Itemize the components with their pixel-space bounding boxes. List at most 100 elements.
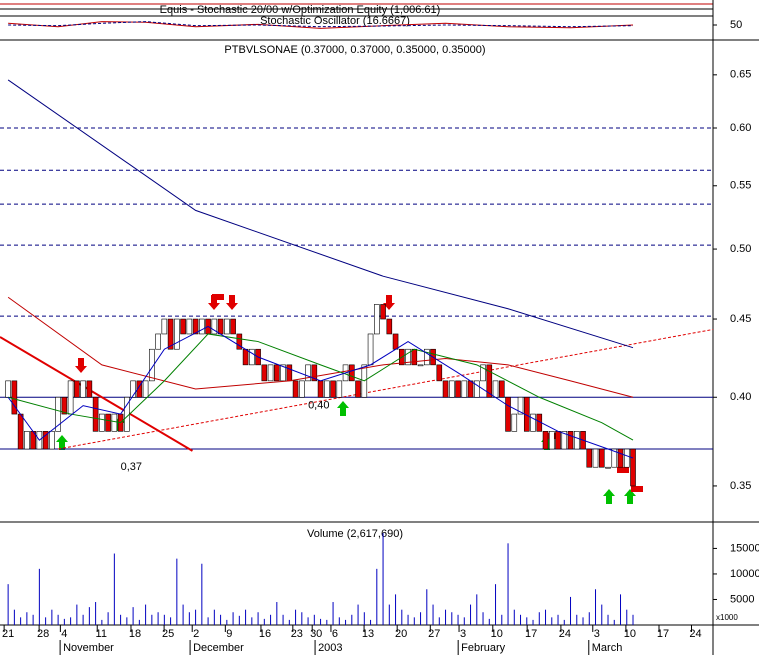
candle — [67, 380, 74, 415]
candle — [86, 380, 93, 398]
candle — [598, 448, 605, 468]
candle — [311, 364, 318, 382]
candle — [299, 380, 305, 398]
x-tick-label: 23 — [291, 628, 303, 640]
x-tick-label: 3 — [460, 628, 466, 640]
moving-average — [7, 296, 634, 398]
candle — [498, 380, 505, 398]
candle — [211, 318, 218, 335]
x-tick-label: 27 — [428, 628, 440, 640]
candle — [161, 318, 168, 335]
candle — [167, 318, 174, 350]
month-label: February — [461, 642, 506, 654]
moving-average — [7, 325, 634, 459]
candle — [530, 413, 536, 432]
candle — [461, 380, 468, 398]
candle — [186, 318, 193, 335]
candle — [236, 333, 243, 350]
month-label: November — [63, 642, 114, 654]
buy-arrow — [603, 489, 615, 504]
candle — [155, 333, 161, 350]
candle — [136, 380, 143, 398]
month-label: 2003 — [318, 642, 342, 654]
candle — [330, 380, 336, 398]
candle — [511, 413, 518, 432]
buy-arrow — [337, 401, 349, 416]
candle — [149, 348, 155, 382]
y-tick-label: 0.60 — [730, 122, 751, 134]
volume-title: Volume (2,617,690) — [307, 528, 403, 540]
candle — [586, 448, 593, 468]
sell-arrow — [383, 295, 395, 310]
candle — [199, 318, 205, 335]
candle — [61, 396, 68, 415]
signal-box — [212, 294, 224, 300]
candle — [380, 304, 386, 320]
candle — [473, 380, 480, 398]
candle — [548, 431, 555, 450]
annotation: 0,40 — [308, 400, 329, 412]
candle — [561, 431, 568, 450]
candle — [317, 380, 324, 398]
candle — [617, 448, 624, 468]
candle — [424, 348, 430, 366]
candle — [517, 396, 524, 415]
sell-arrow — [75, 358, 87, 373]
x-tick-label: 28 — [37, 628, 49, 640]
trendline — [0, 336, 193, 452]
x-tick-label: 2 — [193, 628, 199, 640]
x-tick-label: 16 — [259, 628, 271, 640]
candle — [324, 380, 330, 398]
month-label: March — [592, 642, 623, 654]
x-tick-label: 13 — [362, 628, 374, 640]
x-tick-label: 20 — [395, 628, 407, 640]
candle — [130, 380, 136, 398]
candle — [623, 448, 630, 468]
candle — [480, 364, 486, 382]
moving-average — [7, 79, 634, 349]
candle — [174, 318, 180, 350]
candle — [242, 348, 249, 366]
trendline — [58, 328, 714, 450]
annotation: 0,37 — [121, 461, 142, 473]
candle — [249, 348, 255, 366]
y-tick-label: 5000 — [730, 593, 754, 605]
candle — [542, 431, 549, 450]
candle — [355, 380, 361, 398]
candle — [11, 380, 18, 415]
y-tick-label: 0.45 — [730, 313, 751, 325]
x-tick-label: 3 — [594, 628, 600, 640]
x-tick-label: 21 — [2, 628, 14, 640]
candle — [55, 396, 61, 432]
candle — [486, 364, 493, 398]
stochastic-line — [8, 21, 634, 29]
candle — [17, 413, 24, 450]
candle — [492, 380, 499, 398]
candle — [224, 318, 230, 335]
moving-average — [7, 333, 634, 441]
buy-arrow — [624, 489, 636, 504]
buy-arrow — [56, 435, 68, 450]
candle — [105, 413, 111, 432]
candle — [261, 364, 268, 382]
candle — [267, 364, 274, 382]
stochastic-title: Equis - Stochastic 20/00 w/Optimization … — [160, 4, 441, 16]
candle — [505, 396, 511, 432]
candle — [467, 380, 474, 398]
candle — [230, 318, 236, 335]
x-tick-label: 25 — [162, 628, 174, 640]
volume-unit: x1000 — [716, 613, 738, 622]
candle — [573, 431, 580, 450]
price-title: PTBVLSONAE (0.37000, 0.37000, 0.35000, 0… — [224, 44, 485, 56]
y-tick-label: 0.50 — [730, 243, 751, 255]
x-tick-label: 10 — [491, 628, 503, 640]
stochastic-subtitle: Stochastic Oscillator (16.6667) — [260, 15, 410, 27]
candle — [349, 364, 355, 382]
candle — [611, 448, 618, 468]
candle — [336, 380, 343, 398]
candle — [630, 448, 636, 487]
x-tick-label: 17 — [525, 628, 537, 640]
candle — [411, 348, 418, 366]
x-tick-label: 10 — [624, 628, 636, 640]
candle — [392, 333, 399, 350]
